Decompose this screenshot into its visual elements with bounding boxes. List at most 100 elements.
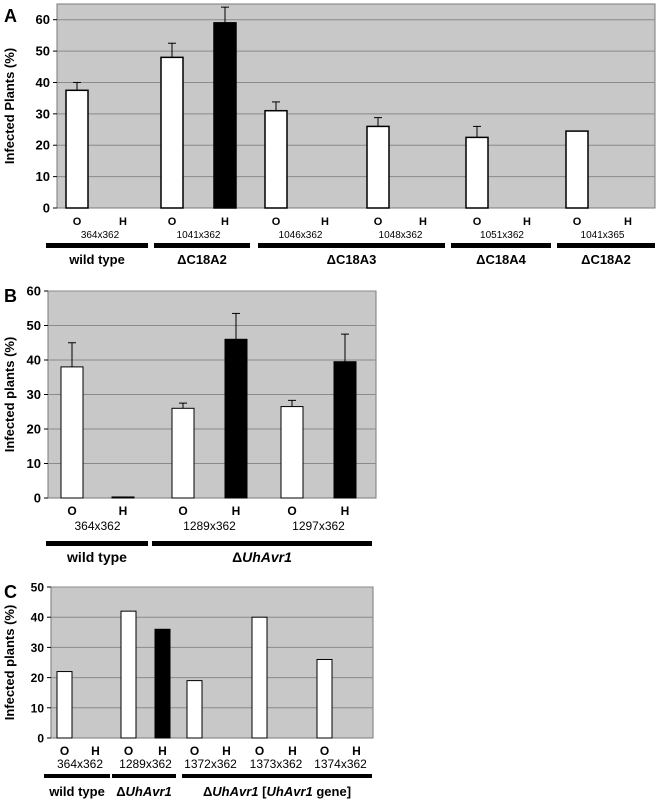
group-line: [152, 541, 372, 546]
category-label: H: [119, 504, 128, 518]
y-tick-label: 30: [31, 641, 45, 655]
y-tick-label: 50: [36, 44, 50, 59]
group-line: [44, 774, 110, 778]
y-tick-label: 60: [27, 284, 41, 299]
category-label: O: [272, 216, 281, 228]
panel-a: A 0 10 20 30 40 50 60 Infected Plants (%) O H O H O H O…: [2, 3, 656, 267]
cross-label: 1289x362: [183, 519, 236, 533]
category-label: H: [624, 216, 632, 228]
bar-o: [251, 616, 268, 739]
cross-label: 1048x362: [379, 230, 423, 241]
category-label: H: [158, 744, 167, 758]
category-label: O: [473, 216, 482, 228]
y-tick-label: 30: [27, 387, 41, 402]
bar-o: [160, 56, 184, 209]
panel-c: C 0 10 20 30 40 50 Infected plants (%) O H O H O H O H O…: [2, 581, 374, 799]
category-label: O: [178, 504, 187, 518]
y-tick-label: 0: [37, 732, 44, 746]
group-label: wild type: [48, 784, 105, 799]
group-label: wild type: [66, 549, 127, 565]
bar-o: [280, 406, 304, 499]
group-line: [258, 243, 445, 248]
group-label: ΔC18A3: [327, 252, 377, 267]
y-tick-label: 20: [36, 138, 50, 153]
y-tick-label: 20: [31, 671, 45, 685]
group-line: [451, 243, 551, 248]
cross-label: 1297x362: [292, 519, 345, 533]
cross-label: 1046x362: [279, 230, 323, 241]
cross-label: 364x362: [81, 230, 120, 241]
category-label: H: [119, 216, 127, 228]
group-label: ΔUhAvr1: [116, 784, 172, 799]
cross-label: 364x362: [57, 757, 103, 771]
group-label: ΔUhAvr1: [232, 549, 292, 565]
group-label: ΔC18A2: [581, 252, 631, 267]
group-line: [112, 774, 176, 778]
y-axis-label: Infected plants (%): [2, 605, 17, 721]
category-label: H: [288, 744, 297, 758]
panel-letter: A: [4, 6, 17, 26]
category-label: O: [190, 744, 199, 758]
category-label: O: [73, 216, 82, 228]
category-label: O: [374, 216, 383, 228]
bar-o: [171, 407, 195, 499]
group-line: [46, 243, 148, 248]
group-label: ΔC18A2: [177, 252, 227, 267]
bar-o: [56, 671, 73, 739]
group-label: ΔUhAvr1 [UhAvr1 gene]: [203, 784, 351, 799]
y-tick-label: 10: [36, 169, 50, 184]
y-tick-label: 30: [36, 106, 50, 121]
category-label: H: [222, 744, 231, 758]
category-label: H: [523, 216, 531, 228]
category-label: O: [287, 504, 296, 518]
bar-o: [465, 136, 489, 209]
bar-o: [60, 366, 84, 499]
cross-label: 1373x362: [250, 757, 303, 771]
bar-o: [264, 109, 288, 209]
group-label: wild type: [68, 252, 125, 267]
bar-h: [224, 338, 248, 499]
group-line: [557, 243, 655, 248]
category-label: O: [67, 504, 76, 518]
bar-h: [333, 361, 357, 499]
category-label: H: [321, 216, 329, 228]
y-axis-label: Infected plants (%): [2, 337, 17, 453]
cross-label: 1051x362: [480, 230, 524, 241]
group-line: [182, 774, 372, 778]
category-label: O: [60, 744, 69, 758]
y-tick-label: 40: [31, 611, 45, 625]
y-tick-label: 10: [27, 456, 41, 471]
category-label: H: [352, 744, 361, 758]
cross-label: 1041x365: [581, 230, 625, 241]
bar-h: [154, 628, 171, 739]
category-label: O: [320, 744, 329, 758]
y-tick-label: 50: [31, 581, 45, 595]
category-label: O: [124, 744, 133, 758]
cross-label: 1372x362: [184, 757, 237, 771]
bar-o: [565, 130, 589, 209]
bar-o: [366, 125, 390, 209]
category-label: O: [168, 216, 177, 228]
category-label: O: [573, 216, 582, 228]
group-line: [154, 243, 250, 248]
bar-h: [111, 496, 135, 499]
y-tick-label: 0: [34, 491, 41, 506]
group-line: [46, 541, 148, 546]
category-label: H: [232, 504, 241, 518]
category-label: O: [255, 744, 264, 758]
cross-label: 1374x362: [314, 757, 367, 771]
cross-label: 1041x362: [177, 230, 221, 241]
y-axis-label: Infected Plants (%): [2, 48, 17, 164]
y-tick-label: 20: [27, 422, 41, 437]
cross-label: 1289x362: [119, 757, 172, 771]
category-label: H: [91, 744, 100, 758]
cross-label: 364x362: [74, 519, 120, 533]
y-tick-label: 10: [31, 701, 45, 715]
bar-o: [186, 680, 203, 739]
category-label: H: [419, 216, 427, 228]
panel-letter: B: [4, 286, 17, 306]
y-tick-label: 40: [36, 75, 50, 90]
y-tick-label: 40: [27, 353, 41, 368]
